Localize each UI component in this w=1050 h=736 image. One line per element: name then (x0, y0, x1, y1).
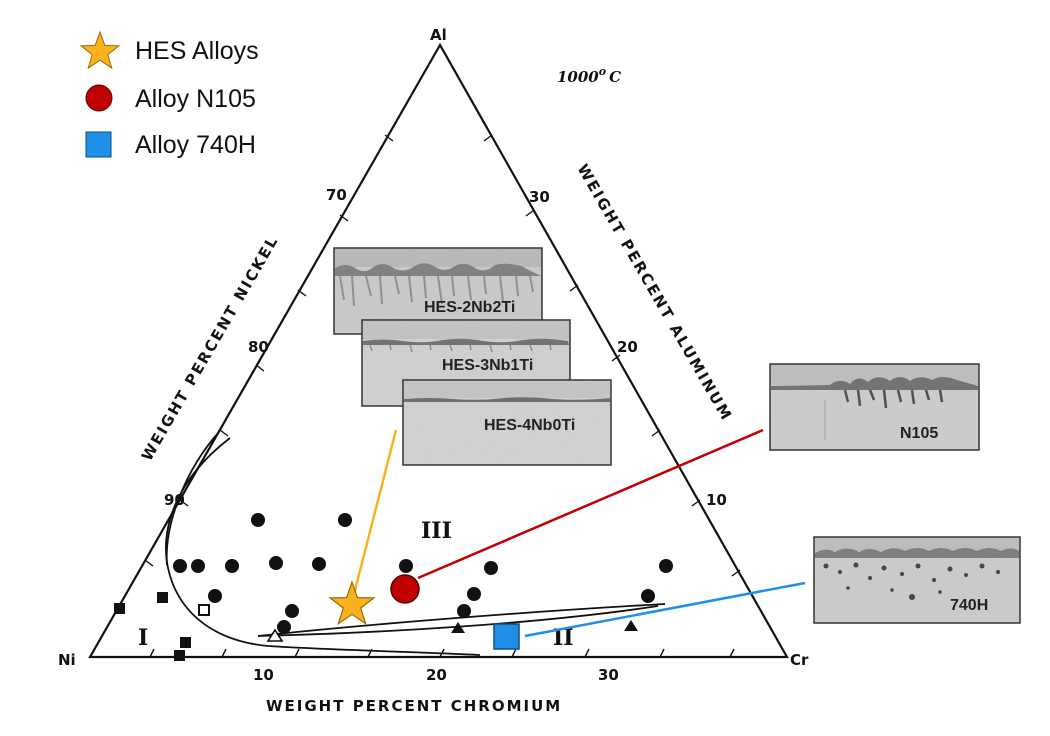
legend-star-icon (79, 30, 121, 70)
legend-square-icon (85, 131, 112, 158)
micrograph-label-n105: N105 (900, 425, 938, 442)
data-point-circle (277, 620, 291, 634)
data-point-circle (457, 604, 471, 618)
legend-circle-icon (85, 84, 113, 112)
leader-line-hes (351, 429, 398, 599)
region-label-i: I (138, 625, 148, 651)
leader-line-n105 (417, 428, 764, 580)
micrograph-hes-4nb0ti: HES-4Nb0Ti (402, 379, 612, 466)
corner-label-al: Al (430, 26, 447, 44)
data-point-triangle (624, 620, 638, 631)
micrograph-label-hes-4nb0ti: HES-4Nb0Ti (484, 417, 575, 434)
data-point-circle (251, 513, 265, 527)
tick-label-aluminum-30: 30 (529, 188, 550, 206)
leader-line-740h (524, 581, 806, 638)
data-point-circle (191, 559, 205, 573)
region-label-iii: III (421, 518, 452, 544)
hes-alloy-star-icon (328, 580, 376, 626)
data-point-circle (312, 557, 326, 571)
legend-label-740h: Alloy 740H (135, 131, 256, 159)
boundary-curve-inner (165, 431, 220, 566)
experimental-points (114, 513, 673, 661)
micrograph-label-740h: 740H (950, 597, 988, 614)
region-label-ii: II (553, 625, 574, 651)
data-point-circle (225, 559, 239, 573)
data-point-open-square (198, 604, 210, 616)
tick-label-nickel-70: 70 (326, 186, 347, 204)
tick-label-nickel-90: 90 (164, 491, 185, 509)
tick-label-chromium-30: 30 (598, 666, 619, 684)
micrograph-740h: 740H (813, 536, 1021, 624)
alloy-740h-square-icon (493, 623, 520, 650)
corner-label-cr: Cr (790, 651, 809, 669)
data-point-circle (484, 561, 498, 575)
boundary-line-gamma-beta (257, 603, 666, 637)
data-point-open-triangle (266, 628, 284, 642)
data-point-square (157, 592, 168, 603)
legend-label-hes: HES Alloys (135, 37, 259, 65)
data-point-circle (269, 556, 283, 570)
tick-label-nickel-80: 80 (248, 338, 269, 356)
data-point-square (174, 650, 185, 661)
micrograph-label-hes-3nb1ti: HES-3Nb1Ti (442, 357, 533, 374)
micrograph-n105: N105 (769, 363, 980, 451)
axis-title-chromium: WEIGHT PERCENT CHROMIUM (266, 697, 562, 715)
edge-ticks (144, 134, 741, 658)
legend-label-n105: Alloy N105 (135, 85, 256, 113)
ternary-triangle (88, 42, 789, 659)
alloy-n105-circle-icon (390, 574, 420, 604)
temperature-label: 1000o C (557, 65, 621, 86)
tick-label-aluminum-10: 10 (706, 491, 727, 509)
data-point-circle (173, 559, 187, 573)
legend: HES Alloys Alloy N105 Alloy 740H (79, 30, 259, 159)
data-point-circle (338, 513, 352, 527)
data-point-circle (285, 604, 299, 618)
data-point-circle (641, 589, 655, 603)
data-point-circle (467, 587, 481, 601)
tick-label-chromium-20: 20 (426, 666, 447, 684)
data-point-circle (659, 559, 673, 573)
data-point-square (180, 637, 191, 648)
data-point-circle (399, 559, 413, 573)
data-point-circle (208, 589, 222, 603)
boundary-curve-outer (165, 437, 481, 656)
tick-label-chromium-10: 10 (253, 666, 274, 684)
data-point-triangle (451, 622, 465, 633)
data-point-square (114, 603, 125, 614)
tick-label-aluminum-20: 20 (617, 338, 638, 356)
corner-label-ni: Ni (58, 651, 76, 669)
micrograph-label-hes-2nb2ti: HES-2Nb2Ti (424, 299, 515, 316)
